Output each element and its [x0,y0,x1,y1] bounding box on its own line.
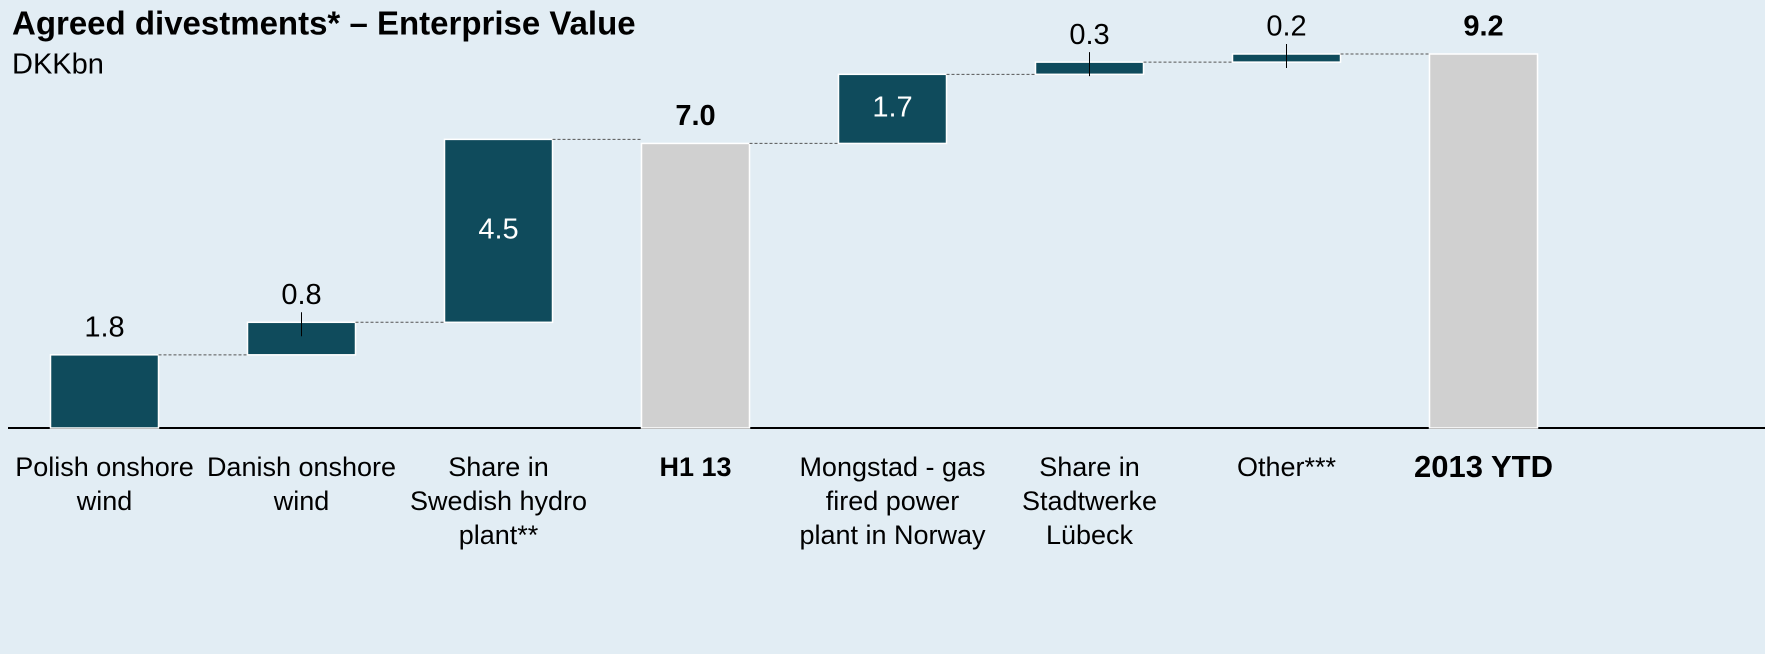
x-tick-label: Polish onshore wind [15,452,194,516]
value-label: 0.8 [281,279,321,311]
bar [49,354,160,429]
total-bar [1428,53,1539,429]
x-tick-label: 2013 YTD [1413,449,1553,484]
bar [837,73,948,145]
value-label: 4.5 [478,213,518,245]
value-label: 9.2 [1463,11,1503,43]
bar [443,138,554,324]
x-tick-label: Share in Swedish hydro plant** [409,452,588,550]
x-tick-label: Mongstad - gas fired power plant in Norw… [799,452,986,550]
value-label: 0.2 [1266,11,1306,43]
x-tick-label: Danish onshore wind [206,452,397,516]
value-label: 7.0 [675,100,715,132]
value-label: 0.3 [1069,19,1109,51]
chart-subtitle: DKKbn [12,49,104,81]
total-bar [640,142,751,429]
x-tick-label: H1 13 [659,452,732,482]
x-tick-label: Share in Stadtwerke Lübeck [1021,452,1158,550]
value-label: 1.7 [872,92,912,124]
chart-title: Agreed divestments* – Enterprise Value [12,5,636,42]
value-label: 1.8 [84,311,124,343]
x-tick-label: Other*** [1236,452,1337,482]
